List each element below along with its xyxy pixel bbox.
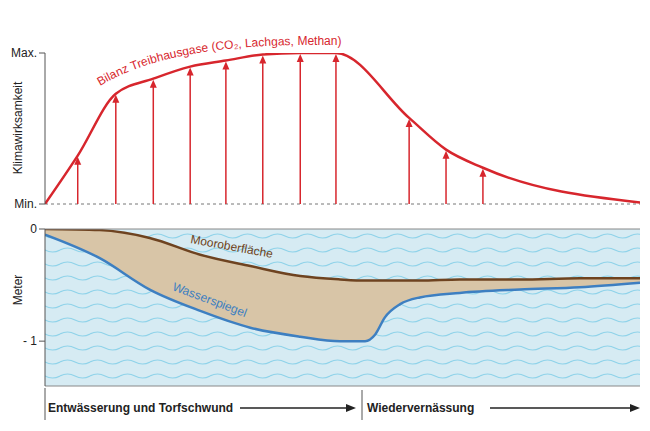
svg-text:- 1: - 1 (23, 334, 37, 348)
svg-text:Max.: Max. (11, 46, 37, 60)
svg-text:Mooroberfläche: Mooroberfläche (189, 232, 274, 261)
svg-text:Min.: Min. (14, 197, 37, 211)
svg-text:Wiedervernässung: Wiedervernässung (367, 401, 474, 415)
svg-text:0: 0 (30, 222, 37, 236)
svg-text:Meter: Meter (11, 275, 25, 306)
svg-text:Wasserspiegel: Wasserspiegel (171, 280, 249, 320)
svg-text:Entwässerung und Torfschwund: Entwässerung und Torfschwund (48, 401, 233, 415)
svg-text:Klimawirksamkeit: Klimawirksamkeit (11, 81, 25, 174)
svg-text:Bilanz Treibhausgase (CO₂, Lac: Bilanz Treibhausgase (CO₂, Lachgas, Meth… (94, 34, 341, 89)
